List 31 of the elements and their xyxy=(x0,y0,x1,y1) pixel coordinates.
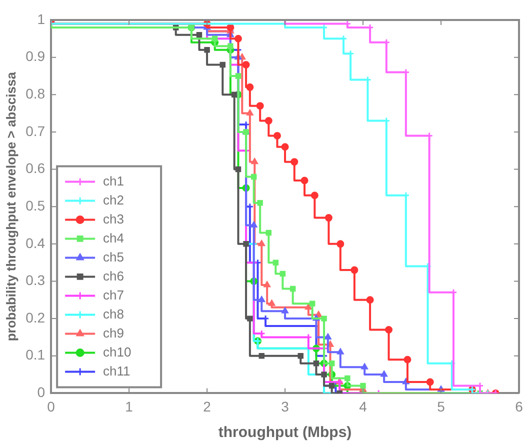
legend-label: ch2 xyxy=(103,192,124,208)
y-tick-label: 0.7 xyxy=(26,122,46,139)
x-tick-label: 5 xyxy=(437,398,446,414)
y-tick-label: 0.9 xyxy=(26,48,46,64)
x-axis-title: throughput (Mbps) xyxy=(218,424,352,442)
legend-label: ch5 xyxy=(103,249,124,264)
y-tick-label: 0 xyxy=(37,384,46,400)
legend-label: ch6 xyxy=(103,268,124,284)
y-tick-label: 0.2 xyxy=(26,309,46,326)
legend-label: ch7 xyxy=(103,287,124,302)
y-tick-label: 0.8 xyxy=(26,86,46,102)
y-tick-label: 0.3 xyxy=(26,272,46,288)
y-tick-label: 0.5 xyxy=(26,197,46,214)
legend-label: ch4 xyxy=(103,230,124,246)
y-tick-label: 1 xyxy=(37,10,46,27)
x-tick-label: 2 xyxy=(203,398,212,414)
y-tick-label: 0.6 xyxy=(26,160,46,176)
y-axis-title: probability throughput envelope > abscissa xyxy=(3,71,18,342)
legend-label: ch1 xyxy=(103,173,124,188)
legend-label: ch10 xyxy=(103,344,132,360)
x-tick-label: 1 xyxy=(125,398,134,414)
x-tick-label: 0 xyxy=(47,398,56,414)
y-tick-label: 0.1 xyxy=(26,346,46,363)
x-tick-label: 4 xyxy=(359,398,368,414)
y-tick-label: 0.4 xyxy=(26,234,46,251)
x-tick-label: 3 xyxy=(281,398,290,414)
legend-label: ch9 xyxy=(103,325,124,340)
legend-label: ch11 xyxy=(103,363,130,378)
legend-label: ch3 xyxy=(103,211,124,226)
legend-label: ch8 xyxy=(103,306,124,322)
x-tick-label: 6 xyxy=(515,398,524,414)
